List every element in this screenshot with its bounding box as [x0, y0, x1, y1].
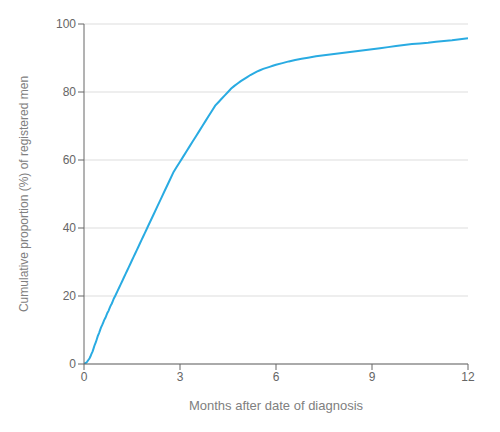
svg-text:20: 20 [63, 289, 77, 303]
svg-text:80: 80 [63, 85, 77, 99]
svg-text:40: 40 [63, 221, 77, 235]
svg-text:0: 0 [81, 370, 88, 384]
svg-text:9: 9 [369, 370, 376, 384]
svg-text:3: 3 [177, 370, 184, 384]
svg-text:0: 0 [69, 357, 76, 371]
svg-text:Cumulative proportion (%) of r: Cumulative proportion (%) of registered … [17, 76, 31, 312]
svg-text:6: 6 [273, 370, 280, 384]
svg-text:Months after date of diagnosis: Months after date of diagnosis [189, 398, 364, 413]
svg-text:12: 12 [461, 370, 475, 384]
svg-text:100: 100 [56, 17, 76, 31]
svg-text:60: 60 [63, 153, 77, 167]
